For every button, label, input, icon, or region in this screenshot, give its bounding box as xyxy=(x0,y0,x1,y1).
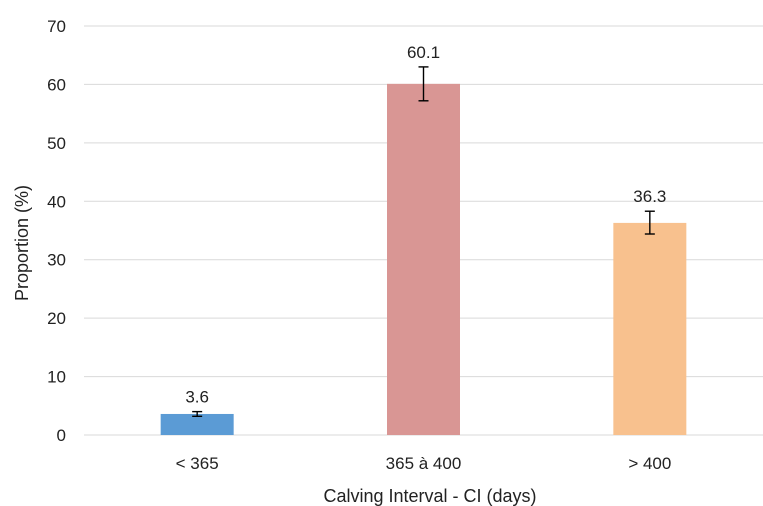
bar xyxy=(387,83,460,435)
y-tick-label: 10 xyxy=(47,368,66,387)
y-tick-label: 50 xyxy=(47,134,66,153)
y-axis-title: Proportion (%) xyxy=(12,185,32,301)
x-tick-label: > 400 xyxy=(628,454,671,473)
x-tick-label: 365 à 400 xyxy=(386,454,462,473)
x-tick-label: < 365 xyxy=(176,454,219,473)
y-tick-label: 70 xyxy=(47,17,66,36)
x-axis-ticks: < 365 365 à 400 > 400 xyxy=(176,454,672,473)
data-labels: 3.6 60.1 36.3 xyxy=(185,43,666,407)
data-label: 60.1 xyxy=(407,43,440,62)
y-tick-label: 60 xyxy=(47,75,66,94)
x-axis-title: Calving Interval - CI (days) xyxy=(323,486,536,506)
y-tick-label: 0 xyxy=(57,426,66,445)
y-tick-label: 40 xyxy=(47,192,66,211)
data-label: 36.3 xyxy=(633,187,666,206)
y-tick-label: 30 xyxy=(47,251,66,270)
bar xyxy=(613,222,687,435)
bars xyxy=(160,83,687,435)
data-label: 3.6 xyxy=(185,388,209,407)
bar xyxy=(160,413,234,435)
y-axis-ticks: 0 10 20 30 40 50 60 70 xyxy=(47,17,66,445)
error-bars xyxy=(192,66,655,418)
y-tick-label: 20 xyxy=(47,309,66,328)
